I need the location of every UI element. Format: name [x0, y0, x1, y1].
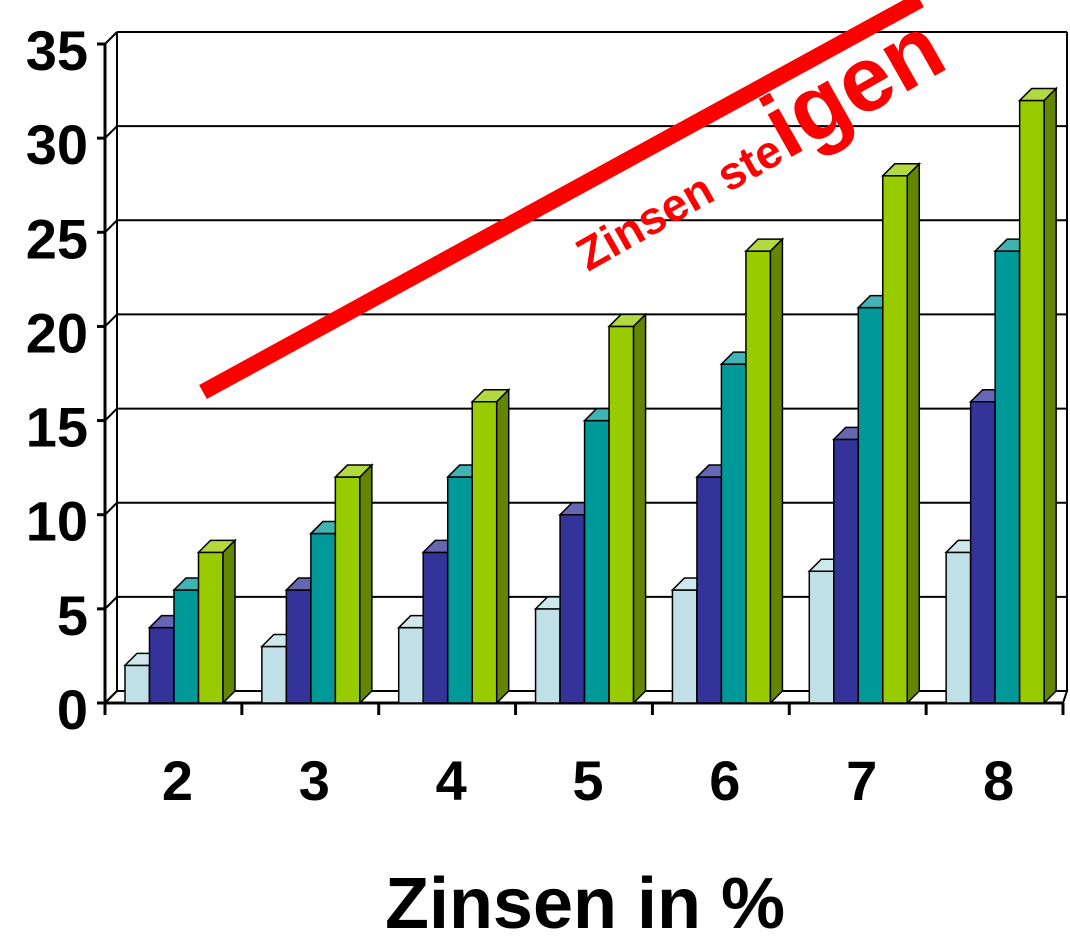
bars [123, 86, 1058, 705]
bar-side [1043, 86, 1057, 705]
bar-front [945, 551, 972, 704]
annotation: Zinsen steigen [199, 0, 960, 400]
x-tick-label: 4 [436, 749, 467, 812]
x-tick-label: 6 [709, 749, 740, 812]
bar-front [173, 589, 200, 704]
bar-front [969, 400, 996, 704]
bar-front [882, 175, 909, 704]
bar-front [696, 476, 723, 704]
bar-front [446, 476, 473, 704]
bar-front [559, 513, 586, 704]
bar-front [534, 608, 561, 704]
y-tick-label: 15 [26, 396, 88, 459]
bar-side [769, 237, 784, 705]
bar-side [906, 161, 921, 705]
annotation-arrow-line [199, 0, 924, 400]
bar-front [808, 570, 835, 704]
bar-front [197, 551, 224, 704]
gridline-connector [104, 125, 118, 139]
y-tick-label: 25 [26, 207, 88, 270]
bar-front [471, 400, 498, 704]
bar-front [857, 306, 884, 704]
y-tick-label: 10 [26, 490, 88, 553]
bar [744, 237, 785, 705]
gridline-connector [104, 502, 118, 516]
bar-front [397, 626, 424, 704]
bar-front [148, 626, 175, 704]
y-tick-label: 0 [57, 678, 88, 741]
bar [1017, 86, 1058, 705]
x-tick-label: 7 [846, 749, 877, 812]
bar-front [833, 438, 860, 704]
gridline-connector [104, 596, 118, 610]
bar-front [285, 589, 312, 704]
gridline-connector [104, 313, 118, 328]
bar-side [632, 312, 647, 705]
bar-front [124, 664, 151, 704]
x-axis-title: Zinsen in % [385, 864, 785, 938]
x-tick-label: 8 [983, 749, 1014, 812]
bar-front [310, 532, 337, 704]
bar-front [261, 645, 288, 704]
bar-front [334, 476, 361, 704]
y-tick-label: 5 [57, 584, 88, 647]
gridline-connector [104, 219, 118, 233]
x-tick-label: 2 [162, 749, 193, 812]
bar [470, 387, 511, 705]
bar-front [994, 250, 1021, 704]
bar-side [495, 387, 510, 705]
bar [880, 161, 922, 705]
bar-front [720, 363, 747, 704]
y-tick-label: 35 [26, 19, 88, 82]
bar-front [671, 589, 698, 704]
x-tick-labels: 2 3 4 5 6 7 8 [162, 749, 1014, 812]
bar-side [359, 463, 373, 705]
gridline-connector [104, 31, 118, 45]
y-tick-labels: 0 5 10 15 20 25 30 35 [26, 19, 88, 741]
y-tick-label: 20 [26, 301, 88, 364]
bar [196, 538, 237, 705]
bar-front [1018, 99, 1045, 704]
y-tick-label: 30 [26, 113, 88, 176]
x-tick-label: 3 [299, 749, 330, 812]
bar-side [222, 538, 236, 705]
bar-front [422, 551, 449, 704]
bar-front [745, 250, 772, 704]
gridline-connector [104, 407, 118, 422]
bar [333, 463, 374, 705]
bar [607, 312, 648, 705]
x-tick-label: 5 [572, 749, 603, 812]
bar-front [608, 325, 635, 704]
bar-front [583, 419, 610, 704]
